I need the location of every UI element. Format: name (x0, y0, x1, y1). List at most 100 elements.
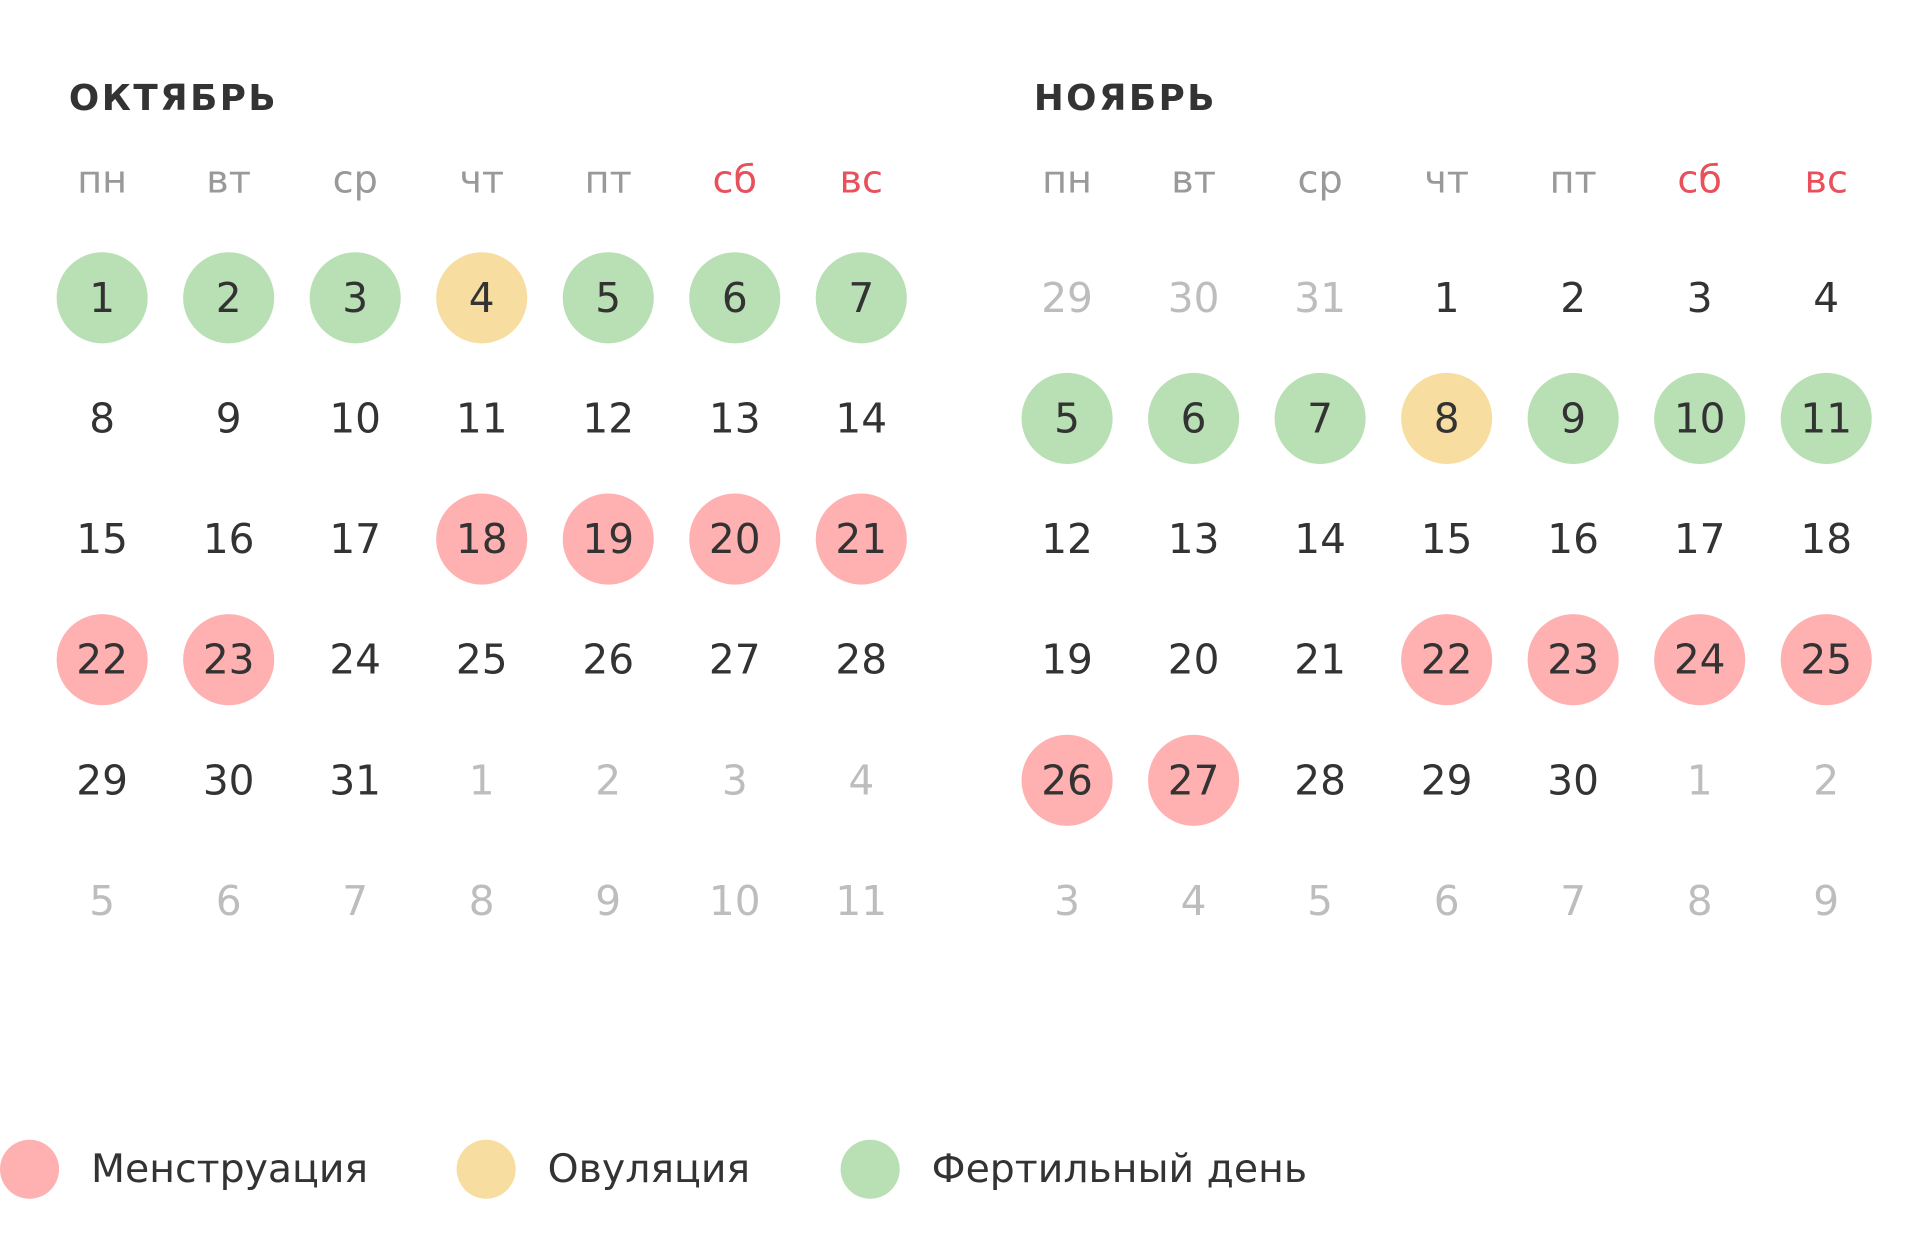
day-number: 12 (582, 394, 634, 442)
day-number: 1 (89, 274, 115, 322)
day-number: 10 (709, 877, 761, 925)
day-number: 10 (329, 394, 381, 442)
day-number: 17 (1674, 515, 1726, 563)
day-number: 16 (1547, 515, 1599, 563)
weekday-label: сб (713, 158, 758, 202)
day-marker (436, 493, 528, 585)
day-number: 28 (1294, 756, 1346, 804)
day-marker (1780, 614, 1872, 706)
day-number: 31 (329, 756, 381, 804)
day-number: 11 (456, 394, 508, 442)
day-number: 30 (203, 756, 255, 804)
day-number: 27 (709, 636, 761, 684)
day-number: 22 (1421, 636, 1473, 684)
day-number: 5 (595, 274, 621, 322)
day-number: 8 (1687, 877, 1713, 925)
day-marker (689, 252, 781, 344)
day-number: 24 (1674, 636, 1726, 684)
day-number: 1 (469, 756, 495, 804)
weekday-label: пт (585, 158, 632, 202)
day-number: 11 (835, 877, 887, 925)
weekday-label: вт (1171, 158, 1216, 202)
day-marker (1654, 614, 1746, 706)
day-number: 31 (1294, 274, 1346, 322)
day-number: 27 (1168, 756, 1220, 804)
day-number: 7 (1307, 394, 1333, 442)
day-number: 19 (582, 515, 634, 563)
day-number: 29 (76, 756, 128, 804)
day-number: 6 (1181, 394, 1207, 442)
weekday-label: чт (459, 158, 504, 202)
legend-label: Овуляция (548, 1146, 750, 1192)
day-number: 7 (342, 877, 368, 925)
day-number: 6 (216, 877, 242, 925)
day-number: 5 (89, 877, 115, 925)
legend-label: Менструация (91, 1146, 368, 1192)
day-marker (1274, 372, 1366, 464)
day-number: 2 (595, 756, 621, 804)
day-number: 3 (1687, 274, 1713, 322)
weekday-label: вс (840, 158, 883, 202)
day-marker (689, 493, 781, 585)
day-number: 9 (1560, 394, 1586, 442)
day-number: 8 (469, 877, 495, 925)
day-number: 4 (1181, 877, 1207, 925)
day-marker (1780, 372, 1872, 464)
legend-label: Фертильный день (932, 1146, 1307, 1192)
day-marker (1654, 372, 1746, 464)
day-number: 18 (1800, 515, 1852, 563)
weekday-label: чт (1424, 158, 1469, 202)
day-number: 2 (1813, 756, 1839, 804)
day-number: 2 (216, 274, 242, 322)
day-number: 14 (835, 394, 887, 442)
day-number: 3 (722, 756, 748, 804)
day-number: 26 (582, 636, 634, 684)
day-marker (436, 252, 528, 344)
day-marker (1021, 734, 1113, 826)
day-number: 7 (848, 274, 874, 322)
day-marker (309, 252, 401, 344)
day-number: 29 (1041, 274, 1093, 322)
weekday-label: ср (1298, 158, 1343, 202)
day-marker (815, 493, 907, 585)
weekday-label: пн (77, 158, 127, 202)
day-marker (1148, 734, 1240, 826)
day-number: 15 (76, 515, 128, 563)
day-number: 7 (1560, 877, 1586, 925)
day-number: 3 (342, 274, 368, 322)
month-title: НОЯБРЬ (1034, 78, 1217, 119)
day-marker (1148, 372, 1240, 464)
day-marker (815, 252, 907, 344)
day-number: 1 (1434, 274, 1460, 322)
day-number: 9 (595, 877, 621, 925)
day-number: 25 (456, 636, 508, 684)
day-number: 15 (1421, 515, 1473, 563)
day-number: 20 (709, 515, 761, 563)
day-marker (56, 614, 148, 706)
day-number: 23 (1547, 636, 1599, 684)
day-number: 20 (1168, 636, 1220, 684)
day-number: 5 (1307, 877, 1333, 925)
day-number: 30 (1168, 274, 1220, 322)
day-number: 21 (835, 515, 887, 563)
day-number: 18 (456, 515, 508, 563)
day-marker (183, 252, 275, 344)
day-marker (562, 493, 654, 585)
month-title: ОКТЯБРЬ (69, 78, 278, 119)
day-number: 11 (1800, 394, 1852, 442)
day-number: 6 (1434, 877, 1460, 925)
day-number: 14 (1294, 515, 1346, 563)
day-number: 24 (329, 636, 381, 684)
day-marker (1021, 372, 1113, 464)
day-number: 26 (1041, 756, 1093, 804)
day-number: 22 (76, 636, 128, 684)
weekday-label: сб (1677, 158, 1722, 202)
day-number: 21 (1294, 636, 1346, 684)
day-number: 16 (203, 515, 255, 563)
day-marker (1527, 372, 1619, 464)
day-number: 17 (329, 515, 381, 563)
weekday-label: вс (1804, 158, 1847, 202)
day-number: 4 (469, 274, 495, 322)
